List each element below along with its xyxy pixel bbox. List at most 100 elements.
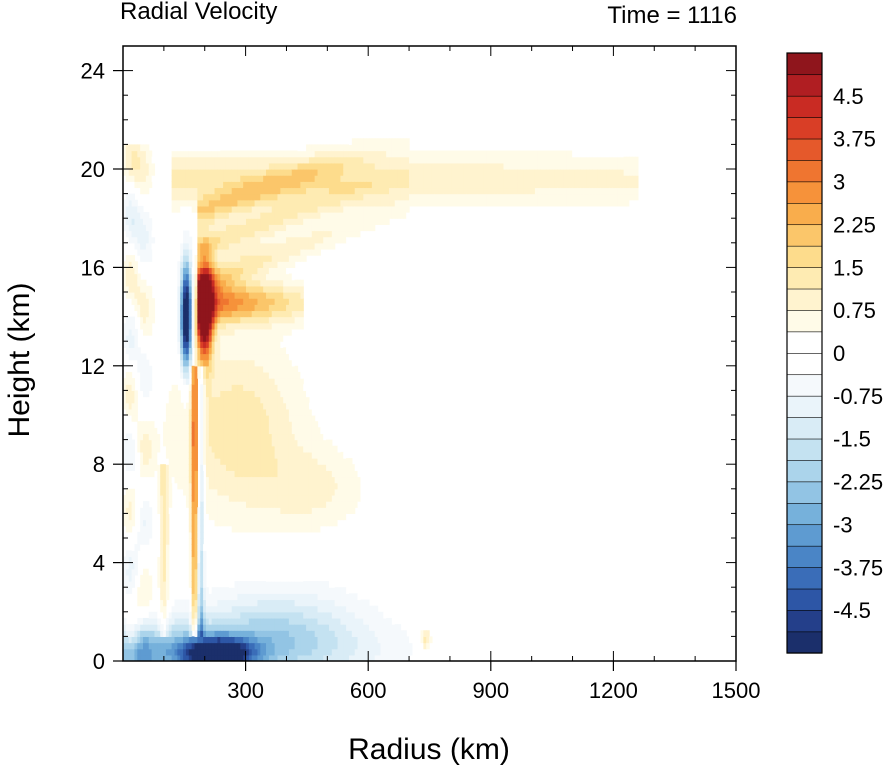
field-cell [143,292,147,299]
field-cell [314,193,319,201]
field-cell [357,181,362,189]
field-cell [254,470,259,478]
field-cell [300,316,304,324]
field-cell [203,433,207,441]
field-cell [320,464,324,471]
field-cell [240,255,244,262]
field-cell [200,507,204,514]
field-cell [280,654,284,661]
field-cell [297,458,301,465]
field-cell [288,261,293,268]
field-cell [154,624,158,631]
field-cell [274,470,279,478]
field-cell [268,396,273,404]
field-cell [205,242,210,250]
field-cell [203,169,207,176]
field-cell [360,224,364,232]
field-cell [243,255,247,262]
field-cell [274,654,279,661]
field-cell [145,519,150,527]
field-cell [326,642,330,650]
field-cell [148,328,153,336]
field-cell [214,390,218,398]
field-cell [360,218,364,225]
field-cell [300,482,304,490]
field-cell [246,169,250,176]
field-cell [260,230,264,238]
field-cell [191,581,196,588]
field-cell [143,531,147,539]
field-cell [294,236,299,244]
field-cell [251,439,256,447]
field-cell [286,624,290,631]
field-cell [291,162,296,170]
field-cell [151,611,156,619]
field-cell [123,513,127,521]
field-cell [214,316,218,324]
field-cell [211,378,216,385]
field-cell [225,205,230,213]
field-cell [208,175,213,182]
field-cell [294,501,299,508]
field-cell [220,654,224,661]
field-cell [240,236,244,244]
field-cell [300,175,304,182]
field-cell [243,415,247,422]
field-cell [328,242,333,250]
field-cell [191,396,196,404]
field-cell [228,169,233,176]
field-cell [214,371,218,379]
field-cell [311,617,316,625]
field-cell [257,494,261,502]
field-cell [291,285,296,293]
field-cell [288,427,293,435]
field-cell [145,390,150,398]
field-cell [286,654,290,661]
field-cell [225,248,230,256]
field-cell [183,310,187,318]
field-cell [205,169,210,176]
field-cell [366,187,370,195]
field-cell [200,273,204,281]
field-cell [160,488,164,496]
field-cell [317,581,321,588]
field-cell [191,144,196,152]
field-cell [131,150,136,158]
field-cell [180,611,184,619]
field-cell [300,150,304,158]
field-cell [286,587,290,594]
field-cell [234,587,239,594]
field-cell [223,371,227,379]
field-cell [248,587,253,594]
field-cell [137,421,141,428]
field-cell [280,624,284,631]
field-cell [163,550,167,558]
field-cell [234,636,239,644]
field-cell [188,285,193,293]
field-cell [211,181,216,189]
field-cell [291,611,296,619]
field-cell [320,525,324,533]
field-cell [217,371,221,379]
field-cell [211,648,216,656]
field-cell [271,587,276,594]
field-cell [214,445,218,453]
field-cell [277,279,281,287]
field-cell [234,218,239,225]
field-cell [134,648,138,656]
field-cell [185,285,190,293]
field-cell [128,335,133,342]
field-cell [231,513,236,521]
field-cell [145,433,150,441]
field-cell [286,513,290,521]
field-cell [154,636,158,644]
field-cell [131,390,136,398]
field-cell [251,156,256,164]
field-cell [205,236,210,244]
field-cell [137,538,141,545]
field-cell [240,439,244,447]
field-cell [168,427,173,435]
field-cell [168,476,173,484]
field-cell [306,248,310,256]
field-cell [311,581,316,588]
